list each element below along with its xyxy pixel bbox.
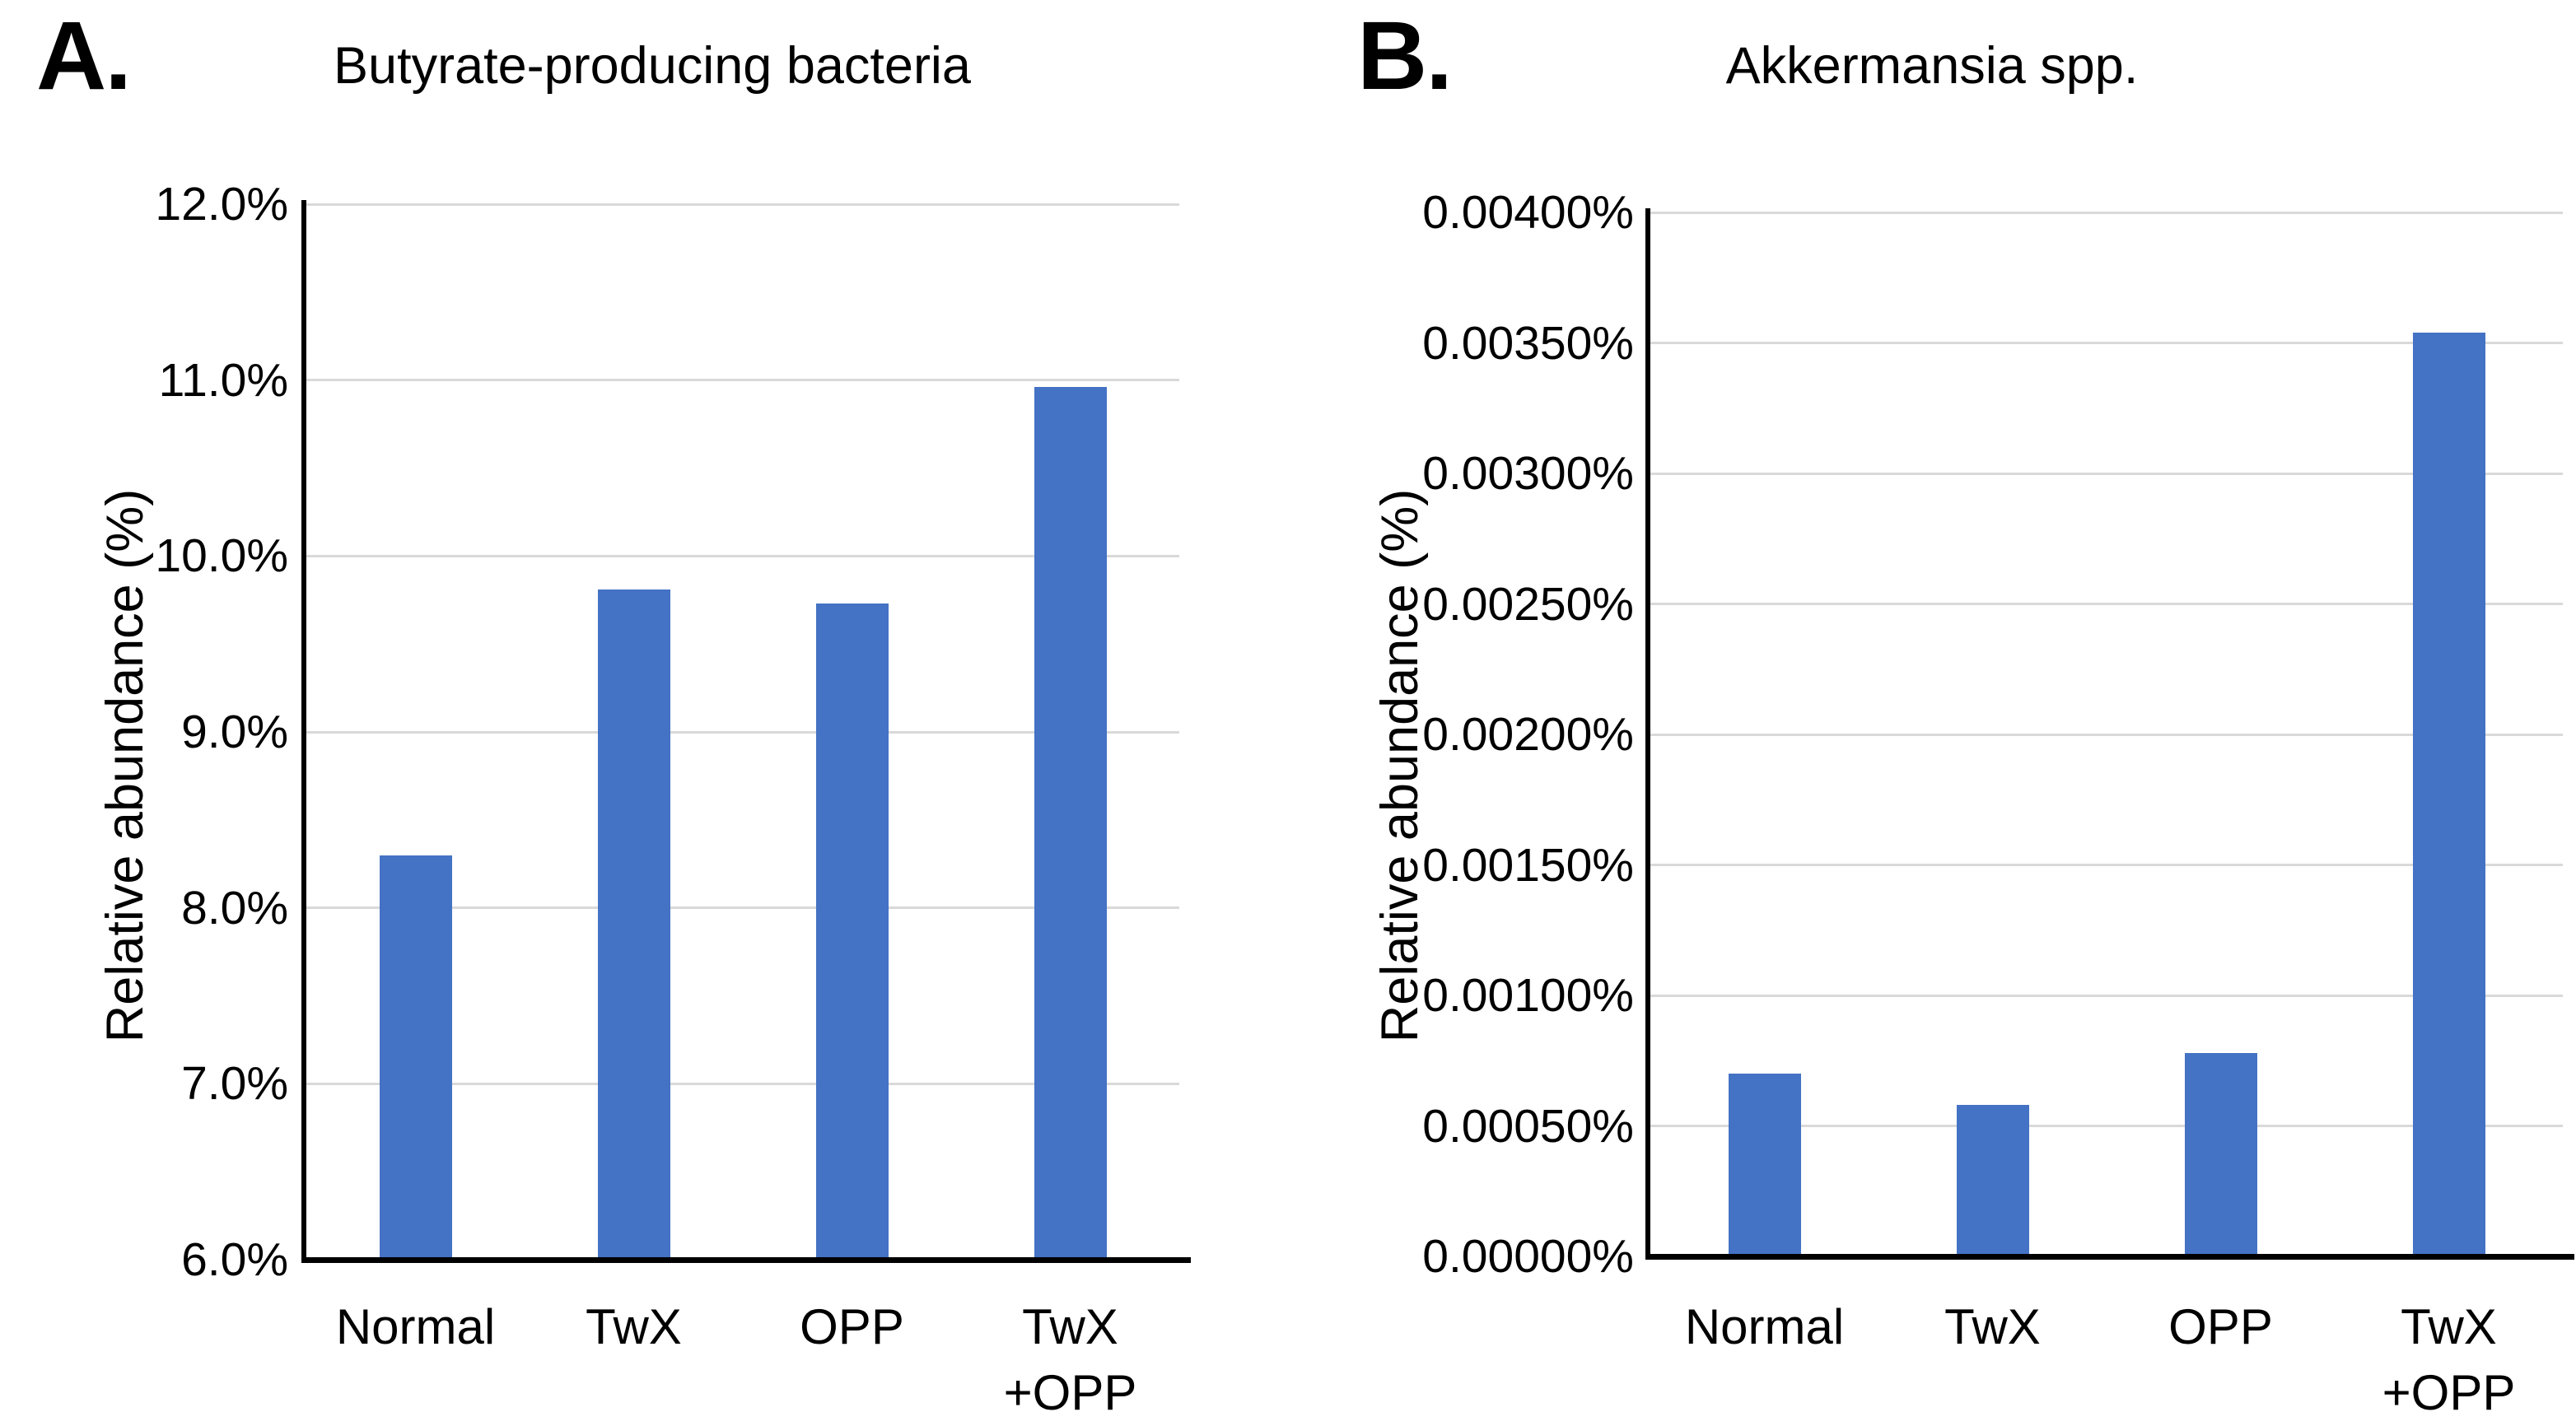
- bar-opp: [2185, 1053, 2257, 1256]
- x-tick-label-twx-opp: TwX +OPP: [2260, 1294, 2576, 1426]
- y-tick-label: 0.00150%: [1255, 836, 1634, 894]
- gridline: [1650, 212, 2563, 214]
- panel-letter-b: B.: [1357, 0, 1451, 112]
- y-tick-label: 0.00000%: [1255, 1228, 1634, 1285]
- x-axis-line: [301, 1257, 1191, 1263]
- y-tick-label: 0.00400%: [1255, 184, 1634, 241]
- bar-twx-opp: [1034, 387, 1107, 1260]
- y-axis-title-b: Relative abundance (%): [1370, 489, 1430, 1042]
- y-axis-line: [301, 200, 306, 1263]
- bar-opp: [816, 603, 889, 1260]
- y-tick-label: 0.00100%: [1255, 967, 1634, 1024]
- y-axis-line: [1645, 208, 1650, 1260]
- y-tick-label: 0.00200%: [1255, 706, 1634, 763]
- bar-twx: [1957, 1105, 2029, 1256]
- y-tick-label: 0.00300%: [1255, 445, 1634, 502]
- x-axis-line: [1645, 1254, 2574, 1260]
- bar-twx-opp: [2413, 333, 2485, 1256]
- bar-normal: [380, 855, 452, 1260]
- y-tick-label: 0.00250%: [1255, 576, 1634, 633]
- bar-normal: [1729, 1074, 1801, 1256]
- bar-twx: [598, 590, 670, 1260]
- y-tick-label: 0.00050%: [1255, 1097, 1634, 1155]
- y-tick-label: 0.00350%: [1255, 315, 1634, 372]
- chart-title-b: Akkermansia spp.: [1726, 36, 2139, 96]
